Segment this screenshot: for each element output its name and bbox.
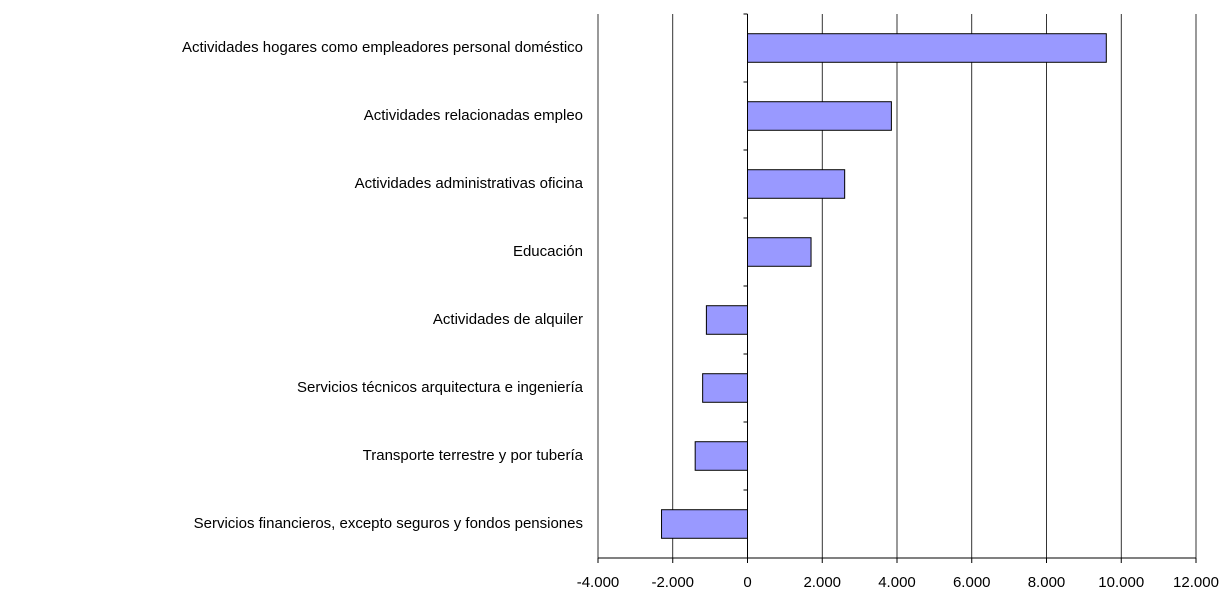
x-tick-label: 8.000 xyxy=(1028,574,1066,591)
bar xyxy=(694,441,748,471)
bar xyxy=(702,373,749,403)
y-tick-label: Actividades administrativas oficina xyxy=(355,175,584,192)
y-tick-label: Actividades relacionadas empleo xyxy=(364,107,583,124)
bar xyxy=(705,305,749,335)
x-tick-label: -2.000 xyxy=(651,574,694,591)
bar xyxy=(661,509,748,539)
y-tick-label: Servicios técnicos arquitectura e ingeni… xyxy=(297,379,584,396)
x-tick-label: 4.000 xyxy=(878,574,916,591)
y-tick-label: Servicios financieros, excepto seguros y… xyxy=(194,515,583,532)
y-tick-label: Educación xyxy=(513,243,583,260)
x-tick-label: -4.000 xyxy=(577,574,620,591)
x-tick-label: 0 xyxy=(743,574,751,591)
bar xyxy=(747,33,1107,63)
x-tick-label: 6.000 xyxy=(953,574,991,591)
bar xyxy=(747,101,892,131)
x-tick-label: 12.000 xyxy=(1173,574,1219,591)
bar xyxy=(747,169,846,199)
x-tick-label: 10.000 xyxy=(1098,574,1144,591)
bar xyxy=(747,237,812,267)
y-tick-label: Actividades hogares como empleadores per… xyxy=(182,39,583,56)
y-tick-label: Transporte terrestre y por tubería xyxy=(363,447,584,464)
x-tick-label: 2.000 xyxy=(803,574,841,591)
y-tick-label: Actividades de alquiler xyxy=(433,311,583,328)
